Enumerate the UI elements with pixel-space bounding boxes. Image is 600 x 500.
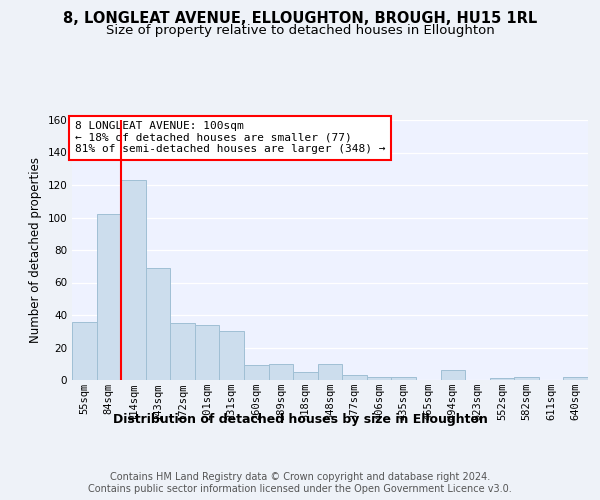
Bar: [170, 323, 195, 380]
Bar: [72, 322, 97, 380]
Bar: [121, 180, 146, 380]
Bar: [367, 377, 391, 380]
Bar: [244, 366, 269, 380]
Text: 8 LONGLEAT AVENUE: 100sqm
← 18% of detached houses are smaller (77)
81% of semi-: 8 LONGLEAT AVENUE: 100sqm ← 18% of detac…: [74, 122, 385, 154]
Bar: [563, 377, 588, 380]
Text: Contains HM Land Registry data © Crown copyright and database right 2024.
Contai: Contains HM Land Registry data © Crown c…: [88, 472, 512, 494]
Bar: [195, 325, 220, 380]
Bar: [342, 375, 367, 380]
Bar: [318, 364, 342, 380]
Bar: [440, 370, 465, 380]
Bar: [514, 377, 539, 380]
Text: Size of property relative to detached houses in Elloughton: Size of property relative to detached ho…: [106, 24, 494, 37]
Text: 8, LONGLEAT AVENUE, ELLOUGHTON, BROUGH, HU15 1RL: 8, LONGLEAT AVENUE, ELLOUGHTON, BROUGH, …: [63, 11, 537, 26]
Bar: [293, 372, 318, 380]
Bar: [269, 364, 293, 380]
Bar: [97, 214, 121, 380]
Text: Distribution of detached houses by size in Elloughton: Distribution of detached houses by size …: [113, 412, 487, 426]
Bar: [391, 377, 416, 380]
Bar: [146, 268, 170, 380]
Bar: [220, 331, 244, 380]
Y-axis label: Number of detached properties: Number of detached properties: [29, 157, 42, 343]
Bar: [490, 378, 514, 380]
